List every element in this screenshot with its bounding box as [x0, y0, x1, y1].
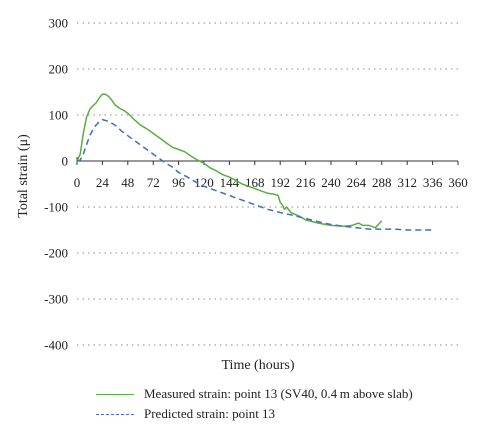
- x-tick-label: 360: [448, 175, 468, 190]
- y-tick-label: 300: [49, 16, 69, 31]
- y-axis-label: Total strain (μ): [16, 134, 31, 218]
- series-line-measured: [76, 93, 383, 229]
- x-tick-label: 144: [220, 175, 240, 190]
- y-tick-label: -100: [44, 200, 68, 215]
- series-line-predicted: [76, 118, 433, 231]
- y-tick-label: -200: [44, 246, 68, 261]
- y-tick-label: 100: [49, 108, 69, 123]
- x-tick-label: 192: [270, 175, 290, 190]
- x-tick-label: 264: [347, 175, 367, 190]
- legend: Measured strain: point 13 (SV40, 0.4 m a…: [96, 385, 413, 425]
- legend-item-measured: Measured strain: point 13 (SV40, 0.4 m a…: [96, 385, 413, 403]
- x-tick-label: 0: [74, 175, 81, 190]
- x-tick-label: 240: [321, 175, 341, 190]
- legend-label-predicted: Predicted strain: point 13: [144, 406, 276, 421]
- y-tick-label: -300: [44, 292, 68, 307]
- y-tick-label: 200: [49, 62, 69, 77]
- x-tick-label: 312: [397, 175, 417, 190]
- x-tick-label: 168: [245, 175, 265, 190]
- x-tick-label: 24: [96, 175, 110, 190]
- y-tick-labels: 300 200 100 0 -100 -200 -300 -400: [44, 16, 68, 353]
- axes: [76, 157, 459, 165]
- x-tick-label: 336: [423, 175, 443, 190]
- x-tick-label: 72: [147, 175, 160, 190]
- legend-item-predicted: Predicted strain: point 13: [96, 405, 413, 423]
- legend-swatch-predicted: [96, 413, 134, 415]
- y-tick-label: -400: [44, 338, 68, 353]
- x-tick-label: 120: [194, 175, 214, 190]
- x-tick-label: 48: [121, 175, 134, 190]
- x-tick-label: 216: [296, 175, 316, 190]
- x-tick-label: 96: [172, 175, 186, 190]
- series-lines: [76, 93, 433, 231]
- y-tick-label: 0: [62, 154, 69, 169]
- legend-label-measured: Measured strain: point 13 (SV40, 0.4 m a…: [144, 386, 413, 401]
- x-tick-label: 288: [372, 175, 392, 190]
- x-tick-labels: 0 24 48 72 96 120 144 168 192 216 240 264 288 312 336 3…: [74, 175, 468, 190]
- x-axis-label: Time (hours): [222, 358, 295, 373]
- legend-swatch-measured: [96, 393, 134, 395]
